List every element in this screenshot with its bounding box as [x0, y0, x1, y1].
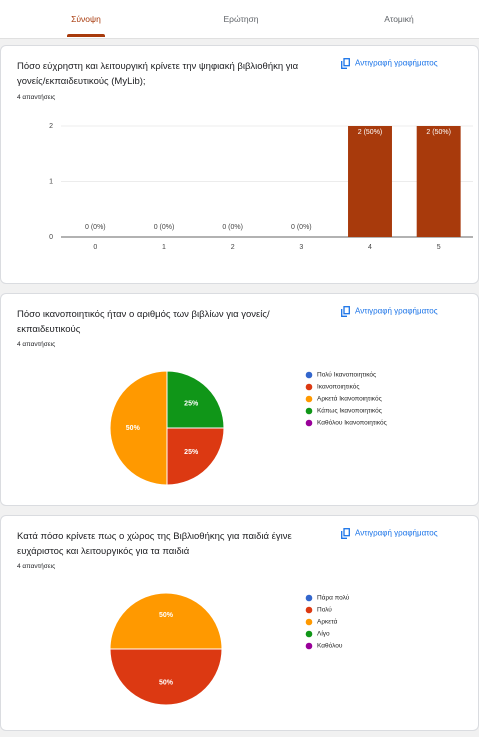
data-label: 2 (50%) [358, 129, 383, 136]
y-tick-label: 2 [49, 123, 53, 130]
legend-label: Κάπως Ικανοποιητικός [317, 407, 382, 415]
chart: 25% 50% 25% Πολύ Ικανοποιητικός Ικανοποιητικ… [109, 370, 387, 486]
legend-swatch [305, 371, 313, 379]
data-label: 25% [184, 401, 199, 408]
question-card: 25% 50% 25% Πολύ Ικανοποιητικός Ικανοποιητικ… [0, 293, 479, 506]
copy-label: Αντιγραφή γραφήματος [355, 528, 438, 538]
copy-icon [341, 58, 350, 69]
data-label: 25% [184, 449, 199, 456]
copy-icon [341, 528, 350, 539]
legend-label: Πολύ Ικανοποιητικός [317, 371, 376, 379]
x-tick-label: 4 [368, 244, 372, 251]
legend-label: Πολύ [317, 606, 332, 614]
x-tick-label: 2 [231, 244, 235, 251]
data-label: 0 (0%) [291, 224, 312, 231]
legend-swatch [305, 407, 313, 415]
legend-swatch [305, 630, 313, 638]
data-label: 0 (0%) [222, 224, 243, 231]
legend-swatch [305, 395, 313, 403]
response-count: 4 απαντήσεις [17, 563, 56, 570]
y-tick-label: 0 [49, 234, 53, 241]
x-tick-label: 0 [93, 244, 97, 251]
legend-label: Αρκετά Ικανοποιητικός [317, 395, 382, 403]
copy-icon [341, 306, 350, 317]
legend-label: Αρκετά [317, 618, 338, 626]
bar [416, 126, 461, 237]
data-label: 2 (50%) [426, 129, 451, 136]
x-tick-label: 3 [299, 244, 303, 251]
legend-label: Λίγο [317, 630, 330, 638]
tab-indicator [67, 34, 105, 37]
legend-swatch [305, 618, 313, 626]
legend-swatch [305, 642, 313, 650]
question-card: 0 1 2 0 0 (0%) 1 0 (0%) 2 0 (0%) 3 0 (0%) 4 2 (50%) 5… [0, 45, 479, 284]
question-title: Κατά πόσο κρίνετε πως ο χώρος της Βιβλιο… [17, 531, 292, 557]
question-title: Πόσο ικανοποιητικός ήταν ο αριθμός των β… [17, 309, 270, 335]
y-tick-label: 1 [49, 178, 53, 185]
x-tick-label: 5 [437, 244, 441, 251]
legend-swatch [305, 419, 313, 427]
pie-slice [166, 427, 225, 486]
data-label: 50% [159, 679, 174, 686]
x-tick-label: 1 [162, 244, 166, 251]
pie-slice [166, 370, 225, 429]
question-title: Πόσο εύχρηστη και λειτουργική κρίνετε τη… [17, 61, 299, 87]
legend-label: Ικανοποιητικός [317, 383, 360, 391]
data-label: 50% [126, 425, 141, 432]
bar [348, 126, 392, 237]
copy-label: Αντιγραφή γραφήματος [355, 58, 438, 68]
legend-label: Καθόλου [317, 642, 343, 650]
legend-label: Πάρα πολύ [317, 594, 350, 602]
copy-chart-button[interactable]: Αντιγραφή γραφήματος [341, 306, 438, 317]
tab[interactable]: Σύνοψη [71, 14, 101, 24]
copy-label: Αντιγραφή γραφήματος [355, 306, 438, 316]
tab[interactable]: Ερώτηση [223, 14, 259, 24]
chart: 50% 50% Πάρα πολύ Πολύ Αρκετά Λίγο Καθόλου [109, 592, 350, 706]
chart: 0 1 2 0 0 (0%) 1 0 (0%) 2 0 (0%) 3 0 (0%) 4 2 (50%) 5… [49, 123, 473, 251]
pie-slice [109, 370, 168, 486]
legend-swatch [305, 383, 313, 391]
data-label: 50% [159, 612, 174, 619]
pie-slice [109, 592, 223, 650]
question-card: 50% 50% Πάρα πολύ Πολύ Αρκετά Λίγο Καθόλου Κατ… [0, 515, 479, 731]
response-count: 4 απαντήσεις [17, 94, 56, 101]
data-label: 0 (0%) [85, 224, 106, 231]
legend-swatch [305, 606, 313, 614]
copy-chart-button[interactable]: Αντιγραφή γραφήματος [341, 58, 438, 69]
pie-slice [109, 648, 223, 706]
response-count: 4 απαντήσεις [17, 341, 56, 348]
tab-bar: Σύνοψη Ερώτηση Ατομική [0, 0, 479, 39]
copy-chart-button[interactable]: Αντιγραφή γραφήματος [341, 528, 438, 539]
tab[interactable]: Ατομική [384, 14, 414, 24]
legend-swatch [305, 594, 313, 602]
legend-label: Καθόλου Ικανοποιητικός [317, 419, 387, 427]
data-label: 0 (0%) [154, 224, 175, 231]
